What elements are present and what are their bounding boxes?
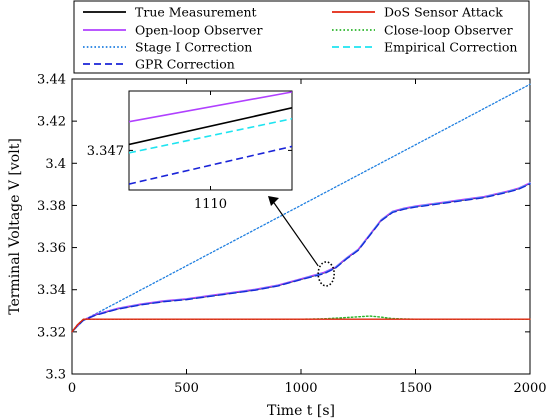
y-tick-label: 3.4: [45, 157, 66, 172]
inset-line-gpr-correction: [129, 145, 292, 185]
x-tick-label: 1500: [399, 381, 432, 396]
inset-series: [129, 91, 292, 185]
zoom-annotation: [268, 196, 335, 287]
inset-x-tick-label: 1110: [194, 197, 227, 212]
inset-y-tick-label: 3.347: [87, 144, 124, 159]
inset-plot: 1110 3.347: [87, 90, 293, 212]
legend-label-dos-sensor-attack: DoS Sensor Attack: [384, 5, 503, 20]
plot-frame: [71, 78, 531, 375]
zoom-arrow-head: [268, 196, 279, 206]
legend: True Measurement DoS Sensor Attack Open-lo…: [73, 0, 530, 74]
legend-label-gpr-correction: GPR Correction: [135, 57, 235, 72]
legend-label-open-loop-observer: Open-loop Observer: [135, 23, 262, 38]
inset-line-true-measurement: [129, 107, 292, 146]
x-tick-label: 2000: [513, 381, 546, 396]
series-line-gpr-correction: [71, 183, 531, 333]
legend-box: [73, 0, 530, 74]
y-tick-label: 3.44: [37, 73, 66, 88]
x-tick-label: 500: [174, 381, 199, 396]
y-tick-label: 3.34: [37, 283, 66, 298]
y-axis-label: Terminal Voltage V [volt]: [7, 138, 23, 315]
zoom-arrow-shaft: [271, 199, 319, 267]
zoom-ellipse: [317, 261, 335, 287]
x-axis-label: Time t [s]: [267, 403, 335, 419]
inset-frame: [128, 90, 293, 191]
y-tick-label: 3.3: [45, 368, 66, 383]
x-tick-label: 1000: [284, 381, 317, 396]
main-plot-series: [71, 83, 531, 333]
main-axes: 0 500 1000 1500 2000 3.3 3.32 3.34 3.36 3.38 3.4 3.…: [37, 73, 547, 397]
inset-line-open-loop-observer: [129, 91, 292, 123]
y-tick-label: 3.36: [37, 241, 66, 256]
legend-label-stage-i-correction: Stage I Correction: [135, 40, 252, 55]
x-tick-label: 0: [68, 381, 76, 396]
inset-line-empirical-correction: [129, 117, 292, 154]
series-line-dos-sensor-attack: [71, 318, 531, 333]
y-tick-label: 3.38: [37, 199, 66, 214]
y-tick-label: 3.42: [37, 115, 66, 130]
legend-label-close-loop-observer: Close-loop Observer: [384, 23, 513, 38]
y-tick-label: 3.32: [37, 325, 66, 340]
legend-label-true-measurement: True Measurement: [135, 5, 257, 20]
legend-label-empirical-correction: Empirical Correction: [384, 40, 517, 55]
